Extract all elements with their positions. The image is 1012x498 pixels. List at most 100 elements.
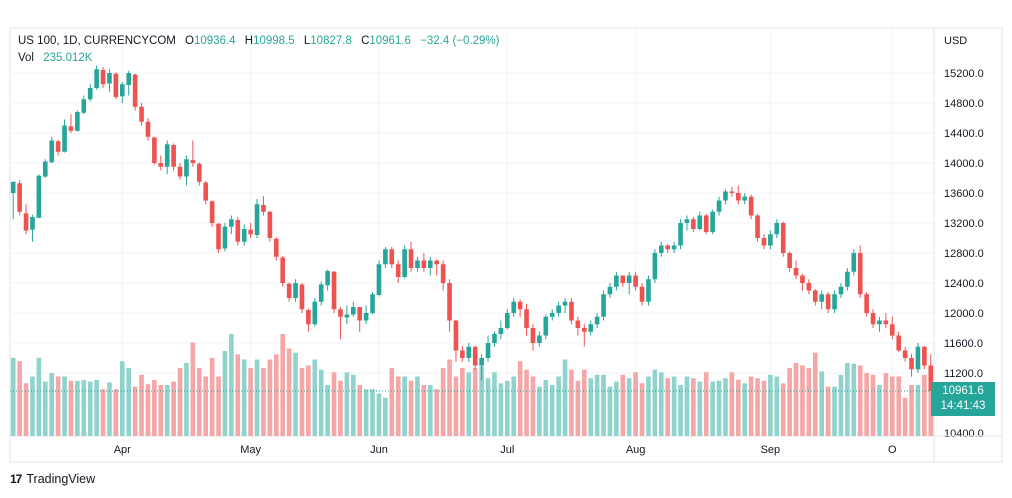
candle-body <box>735 193 741 201</box>
candle-body <box>742 196 748 201</box>
volume-bar <box>832 386 837 436</box>
volume-bar <box>139 374 144 436</box>
candle-body <box>171 145 176 167</box>
volume-bar <box>100 389 106 436</box>
candle-body <box>479 358 484 366</box>
price-tick-label: 13600.0 <box>944 188 984 200</box>
price-tick-label: 14400.0 <box>944 128 984 140</box>
volume-label[interactable]: Vol <box>18 52 34 64</box>
volume-bar <box>755 378 760 436</box>
candle-body <box>402 249 407 277</box>
volume-bar <box>479 366 484 436</box>
candle-body <box>768 234 773 246</box>
candle-body <box>620 275 626 283</box>
volume-bar <box>10 357 16 436</box>
candle-body <box>440 264 446 283</box>
candle-body <box>588 324 594 332</box>
volume-bar <box>780 383 786 436</box>
volume-bar <box>922 374 927 436</box>
volume-bar <box>107 382 112 436</box>
candle-body <box>158 163 164 167</box>
volume-bar <box>511 376 517 436</box>
volume-bar <box>421 385 427 436</box>
candle-body <box>466 346 472 358</box>
candle-body <box>152 137 157 163</box>
time-tick-label: Apr <box>114 444 131 456</box>
volume-bar <box>639 383 645 436</box>
branding-name: TradingView <box>26 472 96 486</box>
volume-bar <box>49 373 55 436</box>
volume-bar <box>158 385 164 436</box>
candle-body <box>845 271 850 287</box>
volume-bar <box>768 374 773 436</box>
candle-body <box>678 223 683 246</box>
candle-body <box>857 253 863 295</box>
price-tick-label: 14800.0 <box>944 98 984 110</box>
candle-body <box>729 191 735 193</box>
candle-body <box>909 358 914 370</box>
volume-bar <box>17 361 22 436</box>
candle-body <box>633 275 638 287</box>
volume-bar <box>524 369 529 436</box>
volume-bar <box>671 376 677 436</box>
candle-body <box>17 183 22 212</box>
branding[interactable]: 17 TradingView <box>10 472 95 486</box>
candle-body <box>203 182 209 201</box>
volume-bar <box>119 361 125 436</box>
candle-body <box>626 275 632 283</box>
volume-bar <box>793 362 799 436</box>
price-tick-label: 14000.0 <box>944 158 984 170</box>
candle-body <box>896 335 902 351</box>
candle-body <box>922 346 927 366</box>
candle-body <box>601 294 606 317</box>
price-tick-label: 12800.0 <box>944 248 984 260</box>
candle-body <box>761 238 767 246</box>
candle-body <box>338 309 343 317</box>
symbol-label[interactable]: US 100, 1D, CURRENCYCOM <box>18 35 176 47</box>
candle-body <box>10 181 16 193</box>
volume-bar <box>601 374 606 436</box>
close-value: 10961.6 <box>369 35 411 47</box>
volume-bar <box>517 361 523 436</box>
candle-body <box>68 126 74 131</box>
last-price-value: 10961.6 <box>942 385 984 397</box>
candle-body <box>646 279 651 302</box>
volume-bar <box>710 381 715 436</box>
candle-body <box>453 320 459 351</box>
volume-bar <box>229 334 234 436</box>
volume-bar <box>75 380 80 436</box>
volume-bar <box>370 389 375 436</box>
volume-bar <box>248 368 253 436</box>
volume-bar <box>273 354 279 436</box>
volume-bar <box>312 359 318 436</box>
candle-body <box>363 313 369 321</box>
low-value: 10827.8 <box>310 35 352 47</box>
candle-body <box>42 161 48 177</box>
volume-bar <box>537 386 542 436</box>
low-label: L <box>303 35 311 47</box>
candle-body <box>864 294 869 313</box>
candle-body <box>889 324 895 336</box>
volume-bar <box>498 383 504 436</box>
volume-bar <box>331 372 337 436</box>
volume-bar <box>530 376 536 436</box>
high-value: 10998.5 <box>253 35 295 47</box>
volume-bar <box>607 386 613 436</box>
volume-bar <box>440 368 446 436</box>
time-tick-label: Jun <box>370 444 388 456</box>
candle-body <box>472 346 478 366</box>
candle-body <box>787 253 792 268</box>
candle-body <box>511 301 517 313</box>
candle-body <box>780 223 786 253</box>
volume-bar <box>703 372 709 436</box>
volume-bar <box>145 384 151 436</box>
bar-countdown: 14:41:43 <box>940 400 986 412</box>
candle-body <box>299 284 305 310</box>
candle-body <box>350 307 356 315</box>
close-label: C <box>361 35 370 47</box>
candle-body <box>812 290 818 302</box>
candle-body <box>306 310 311 325</box>
volume-bar <box>569 369 574 436</box>
candle-body <box>370 294 375 313</box>
